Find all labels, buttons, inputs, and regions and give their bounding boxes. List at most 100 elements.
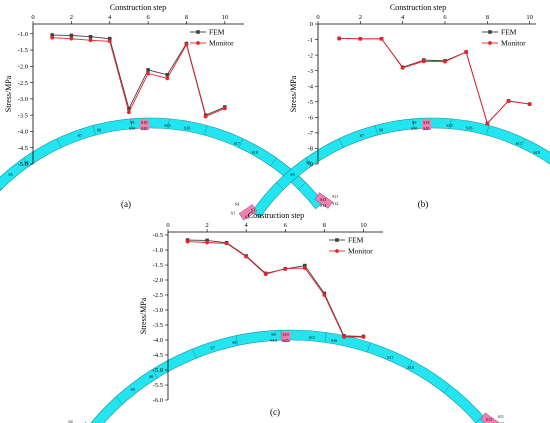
y-tick-label: -4.0 [153, 337, 163, 344]
sensor-label: S3 [251, 207, 255, 212]
legend-label: FEM [501, 28, 517, 37]
arch-joint [412, 118, 414, 129]
sensor-label: S11 [332, 194, 338, 199]
arch-joint [486, 125, 490, 136]
sensor-label: S15 [446, 123, 452, 128]
chart-panel-1: S4S2S1S3S11S12S13S14S9S10S19S20S5S6S7S8S… [0, 3, 338, 210]
arch-joint [130, 118, 132, 129]
y-tick-label: -4.0 [18, 129, 28, 136]
sensor-label: S17 [516, 141, 522, 146]
series-line-monitor [187, 241, 364, 338]
data-point-fem [165, 72, 170, 77]
panel-label: (b) [418, 199, 429, 209]
data-point-fem [303, 263, 307, 268]
sensor-label: S14 [320, 203, 326, 208]
data-point-fem [88, 34, 93, 39]
arch-joint [168, 118, 170, 129]
y-tick-label: -5.0 [18, 161, 28, 168]
legend-label: FEM [348, 236, 364, 245]
x-tick-label: 6 [443, 14, 447, 21]
arch-joint [56, 138, 62, 148]
y-tick-label: 0 [310, 21, 313, 28]
sensor-label: S6 [149, 374, 153, 379]
arch-joint [92, 125, 96, 136]
sensor-label: S5 [8, 172, 12, 177]
chart-title: Construction step [110, 3, 166, 12]
data-point-fem [205, 238, 209, 243]
data-point-monitor [222, 106, 227, 111]
legend-label: Monitor [209, 39, 234, 48]
y-tick-label: -1 [308, 37, 313, 44]
sensor-label: S18 [533, 150, 539, 155]
y-tick-label: -3.0 [153, 307, 163, 314]
sensor-label: S9 [130, 120, 134, 125]
sensor-label: S15 [309, 335, 315, 340]
data-point-monitor [203, 114, 208, 119]
sensor-label: S20 [423, 126, 429, 131]
data-point-monitor [342, 335, 346, 339]
x-tick-label: 8 [486, 14, 489, 21]
chart-panel-3: S4S2S1S3S11S12S13S14S9S10S19S20S5S6S7S8S… [68, 211, 504, 423]
panel-label: (c) [270, 407, 280, 417]
y-tick-label: -2.5 [153, 292, 163, 299]
sensor-label: S2 [245, 214, 249, 219]
data-point-monitor [244, 254, 249, 259]
arch-joint [152, 369, 158, 379]
arch-joint [270, 157, 277, 167]
sensor-marker [140, 119, 150, 131]
sensor-label: S10 [129, 126, 135, 131]
y-tick-label: -1.0 [153, 247, 163, 254]
y-axis-label: Stress/MPa [139, 297, 148, 334]
data-point-monitor [224, 241, 229, 246]
sensor-label: S6 [306, 160, 310, 165]
arch-joint [298, 182, 306, 190]
data-point-monitor [302, 266, 307, 270]
arch-joint [192, 348, 197, 359]
data-point-monitor [421, 59, 426, 64]
legend-label: Monitor [348, 247, 373, 256]
x-tick-label: 0 [166, 222, 169, 229]
series-line-monitor [52, 37, 225, 118]
arch-joint [23, 157, 30, 167]
data-point-fem [146, 68, 150, 72]
sensor-label: S20 [282, 338, 288, 343]
sensor-label: S5 [290, 172, 294, 177]
y-tick-label: -3.5 [153, 322, 163, 329]
data-point-monitor [443, 59, 447, 64]
legend-marker [488, 30, 492, 34]
x-tick-label: 8 [323, 222, 326, 229]
arch-support [480, 412, 499, 423]
x-tick-label: 4 [108, 14, 112, 21]
x-tick-label: 10 [526, 14, 533, 21]
y-axis-label: Stress/MPa [289, 75, 298, 112]
y-tick-label: -4.5 [18, 145, 28, 152]
data-point-monitor [263, 272, 268, 277]
legend-label: FEM [209, 28, 225, 37]
sensor-label: S1 [231, 210, 235, 215]
sensor-label: S4 [68, 419, 72, 423]
arch-joint [367, 342, 371, 353]
sensor-marker [281, 331, 291, 343]
y-tick-label: -4.5 [153, 352, 163, 359]
arch-joint [450, 118, 452, 129]
y-tick-label: -5 [308, 99, 313, 106]
y-tick-label: -2.0 [153, 277, 163, 284]
data-point-fem [127, 106, 131, 111]
data-point-monitor [69, 36, 74, 41]
series-line-monitor [339, 38, 530, 125]
data-point-monitor [337, 36, 342, 41]
sensor-marker [422, 119, 432, 131]
sensor-label: S11 [498, 414, 504, 419]
y-tick-label: -3.0 [18, 96, 28, 103]
x-tick-label: 0 [316, 14, 319, 21]
data-point-monitor [88, 38, 93, 43]
legend-marker [335, 238, 339, 242]
legend-label: Monitor [501, 39, 526, 48]
y-tick-label: -1.5 [153, 262, 163, 269]
sensor-label: S9 [412, 120, 416, 125]
data-point-monitor [50, 35, 55, 40]
sensor-label: S7 [360, 133, 364, 138]
sensor-label: S19 [141, 120, 147, 125]
x-tick-label: 6 [146, 14, 150, 21]
